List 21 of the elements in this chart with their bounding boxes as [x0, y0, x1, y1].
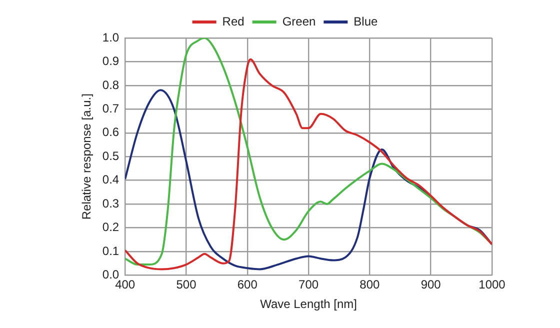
y-tick-label: 0.2	[102, 220, 120, 234]
y-tick-label: 0.1	[102, 244, 120, 258]
y-tick-label: 0.3	[102, 196, 120, 210]
y-tick-label: 1.0	[102, 30, 120, 44]
x-axis-title: Wave Length [nm]	[260, 297, 358, 312]
x-tick-label: 900	[420, 278, 442, 292]
y-tick-label: 0.9	[102, 54, 120, 68]
x-tick-label: 700	[298, 278, 319, 292]
x-tick-label: 1000	[478, 278, 506, 292]
legend-label: Blue	[354, 14, 378, 28]
x-tick-label: 500	[176, 278, 197, 292]
y-tick-label: 0.5	[102, 148, 120, 163]
x-tick-label: 600	[237, 278, 258, 292]
legend-label: Red	[222, 14, 244, 28]
y-tick-label: 0.6	[102, 125, 120, 140]
x-tick-label: 800	[360, 278, 380, 292]
y-tick-label: 0.4	[102, 172, 120, 187]
y-tick-label: 0.7	[102, 101, 120, 116]
legend-label: Green	[282, 14, 316, 28]
y-tick-label: 0.8	[102, 78, 120, 92]
y-axis-title: Relative response [a.u.]	[80, 94, 94, 220]
